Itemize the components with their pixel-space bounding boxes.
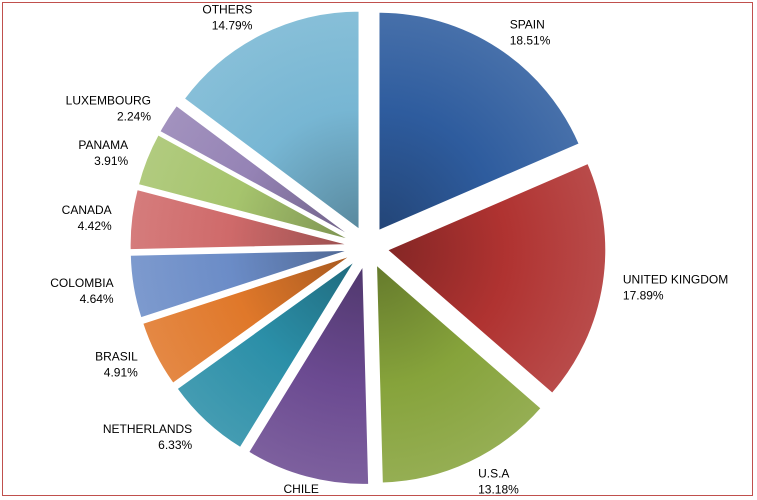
label-name-brasil: BRASIL: [95, 349, 138, 363]
label-value-netherlands: 6.33%: [158, 438, 192, 452]
label-name-luxembourg: LUXEMBOURG: [66, 94, 151, 108]
slice-panama: [137, 134, 350, 241]
label-value-colombia: 4.64%: [80, 292, 114, 306]
label-netherlands: NETHERLANDS 6.33%: [103, 422, 193, 452]
slice-spain: [378, 11, 580, 232]
slice-united-kingdom: [386, 162, 607, 394]
label-others: OTHERS 14.79%: [202, 2, 252, 32]
label-name-netherlands: NETHERLANDS: [103, 422, 192, 436]
slice-u-s-a: [375, 263, 542, 484]
label-name-u-s-a: U.S.A: [478, 466, 509, 480]
slice-canada: [129, 189, 349, 251]
label-name-panama: PANAMA: [78, 138, 128, 152]
slice-colombia: [129, 249, 349, 319]
label-panama: PANAMA 3.91%: [78, 138, 128, 168]
pie-slices: [129, 10, 607, 485]
slice-netherlands: [176, 261, 355, 449]
label-name-united-kingdom: UNITED KINGDOM: [623, 273, 728, 287]
label-value-chile: 9.19%: [284, 498, 318, 500]
label-luxembourg: LUXEMBOURG 2.24%: [66, 94, 152, 124]
label-value-others: 14.79%: [212, 18, 253, 32]
label-brasil: BRASIL 4.91%: [95, 349, 138, 379]
label-value-united-kingdom: 17.89%: [623, 289, 664, 303]
label-name-others: OTHERS: [202, 2, 252, 16]
label-canada: CANADA 4.42%: [62, 203, 112, 233]
label-u-s-a: U.S.A 13.18%: [478, 466, 519, 496]
label-chile: CHILE 9.19%: [284, 482, 319, 500]
label-value-luxembourg: 2.24%: [117, 110, 151, 124]
label-name-spain: SPAIN: [510, 17, 545, 31]
slice-others: [183, 10, 360, 231]
label-value-u-s-a: 13.18%: [478, 482, 519, 496]
label-colombia: COLOMBIA 4.64%: [50, 276, 114, 306]
label-value-panama: 3.91%: [94, 154, 128, 168]
label-name-chile: CHILE: [284, 482, 319, 496]
label-spain: SPAIN 18.51%: [510, 17, 551, 47]
slice-luxembourg: [159, 105, 352, 237]
label-name-colombia: COLOMBIA: [50, 276, 113, 290]
label-value-brasil: 4.91%: [104, 365, 138, 379]
slice-chile: [248, 264, 370, 485]
label-value-canada: 4.42%: [78, 219, 112, 233]
label-value-spain: 18.51%: [510, 33, 551, 47]
label-united-kingdom: UNITED KINGDOM 17.89%: [623, 273, 728, 303]
label-name-canada: CANADA: [62, 203, 112, 217]
slice-brasil: [142, 255, 351, 384]
pie-labels: SPAIN 18.51% UNITED KINGDOM 17.89% U.S.A 13.1…: [50, 2, 728, 500]
